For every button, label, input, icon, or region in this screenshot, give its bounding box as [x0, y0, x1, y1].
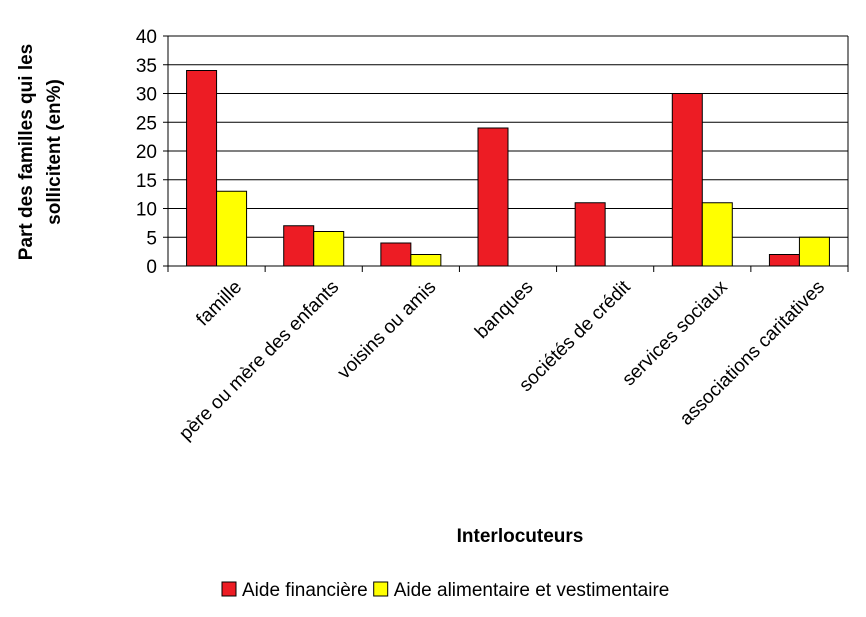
x-axis-title: Interlocuteurs	[457, 526, 584, 547]
bars	[186, 70, 830, 267]
y-tick-label: 0	[146, 257, 157, 278]
y-tick-label: 40	[136, 27, 157, 48]
x-tick-label: voisins ou amis	[334, 277, 441, 384]
y-tick-label: 5	[146, 228, 157, 249]
legend-swatch	[221, 581, 237, 597]
y-tick-label: 35	[136, 56, 157, 77]
x-tick-label: famille	[192, 277, 246, 331]
bar	[671, 93, 703, 267]
bar	[798, 236, 830, 267]
bar	[768, 254, 800, 267]
x-tick-label: services sociaux	[618, 276, 732, 390]
y-tick-labels: 0 5 10 15 20 25 30 35 40	[136, 27, 157, 278]
bar	[410, 254, 442, 267]
bar	[283, 225, 315, 267]
y-axis-title-line-1: Part des familles qui les	[16, 44, 37, 260]
bar	[701, 202, 733, 267]
legend-label: Aide financière	[242, 580, 368, 601]
y-axis-title-line-2: sollicitent (en%)	[44, 79, 65, 225]
bar	[574, 202, 606, 267]
bar	[313, 231, 345, 267]
x-tick-label: père ou mère des enfants	[175, 277, 343, 445]
y-tick-label: 20	[136, 142, 157, 163]
bar	[380, 242, 412, 267]
legend: Aide financière Aide alimentaire et vesti…	[221, 580, 670, 601]
y-tick-label: 25	[136, 113, 157, 134]
y-axis-title: Part des familles qui les sollicitent (e…	[16, 44, 65, 260]
y-tick-label: 10	[136, 200, 157, 221]
bar	[216, 190, 248, 267]
legend-swatch	[373, 581, 389, 597]
axes	[163, 35, 849, 272]
x-tick-label: banques	[471, 277, 537, 343]
y-tick-label: 30	[136, 85, 157, 106]
bar	[477, 127, 509, 267]
y-tick-label: 15	[136, 171, 157, 192]
bar	[186, 70, 218, 267]
legend-label: Aide alimentaire et vestimentaire	[394, 580, 670, 601]
